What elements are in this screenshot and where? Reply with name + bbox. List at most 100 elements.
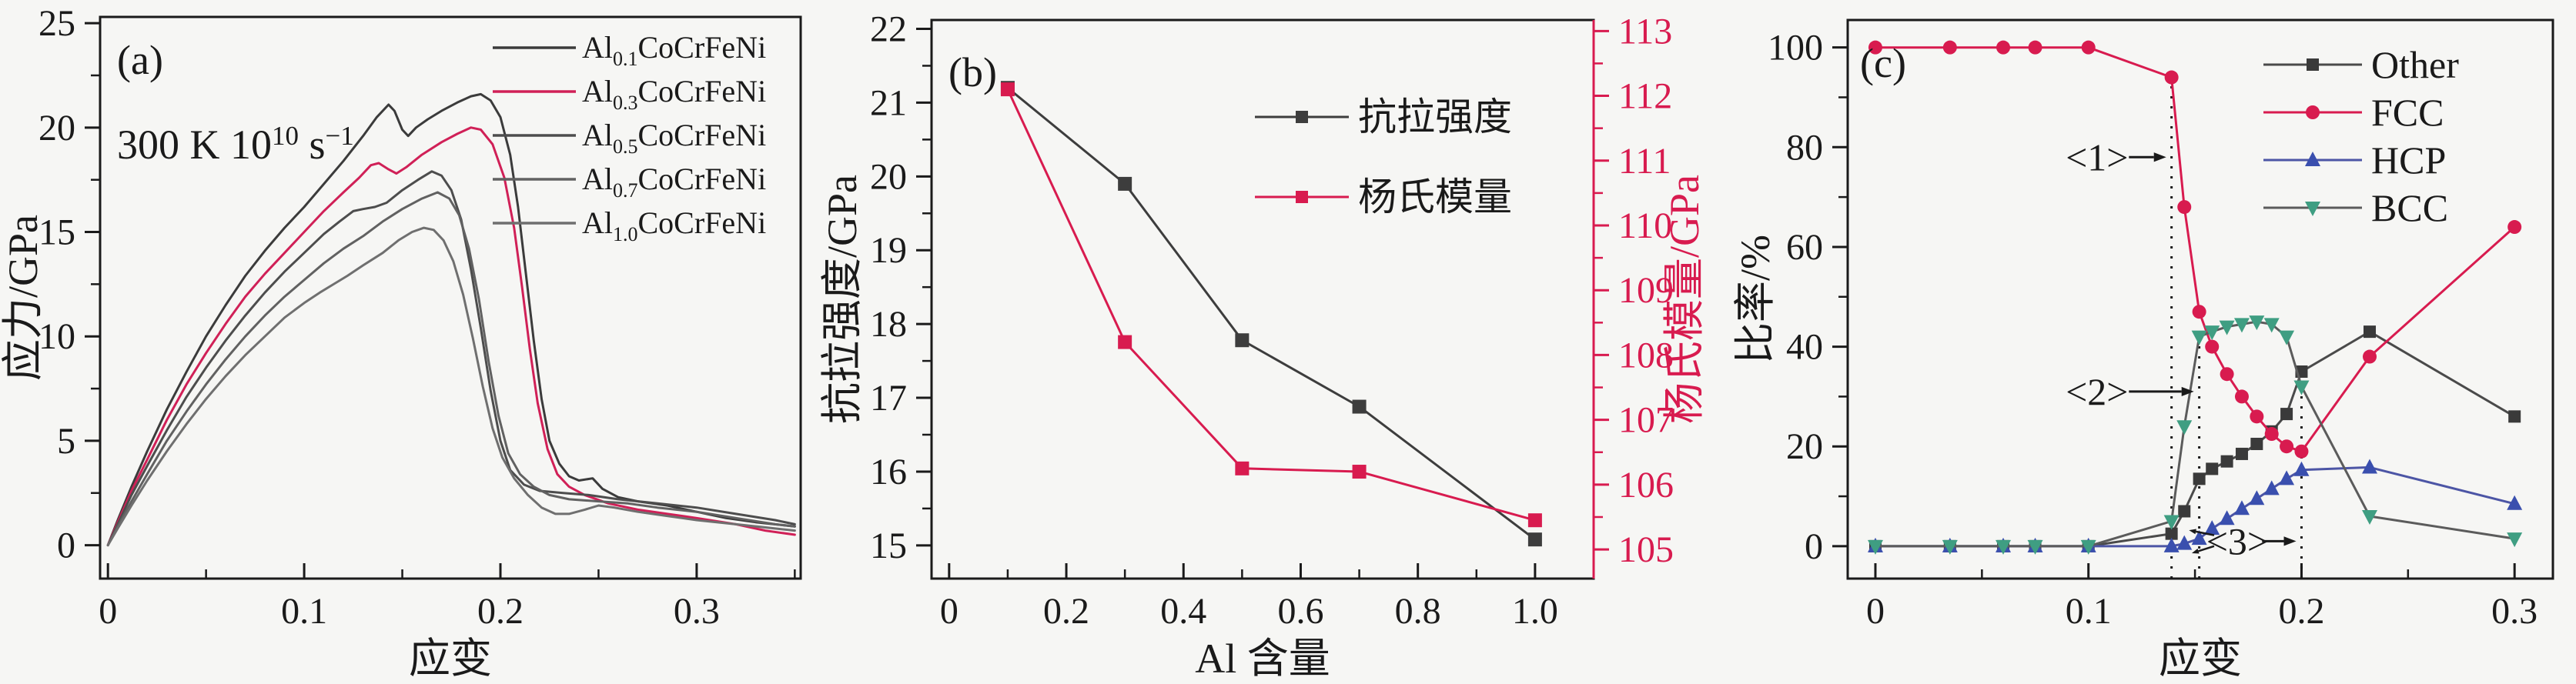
marker-circle bbox=[2028, 40, 2042, 55]
y-axis-left: 0 5 10 15 20 25 bbox=[38, 3, 100, 566]
y-tick-label: 110 bbox=[1618, 205, 1672, 246]
marker-square bbox=[1235, 461, 1250, 475]
chart-b-strength-modulus: 0 0.2 0.4 0.6 0.8 1.0151617181920212210510610… bbox=[819, 9, 1708, 682]
marker-triangle-down bbox=[1942, 539, 1958, 555]
y-axis-title: 比率/% bbox=[1732, 235, 1778, 364]
x-axis: 0 0.1 0.2 0.3 bbox=[1866, 563, 2538, 632]
x-axis-title: 应变 bbox=[2159, 636, 2242, 682]
y-tick-label: 17 bbox=[870, 378, 907, 419]
marker-triangle-up bbox=[2233, 500, 2250, 516]
y-tick-label: 0 bbox=[1805, 526, 1823, 567]
marker-triangle-down bbox=[2279, 330, 2295, 345]
legend-label: Other bbox=[2371, 43, 2459, 86]
marker-circle bbox=[1942, 40, 1957, 55]
marker-triangle-down bbox=[2305, 202, 2320, 216]
y-tick-label: 16 bbox=[870, 452, 907, 492]
marker-triangle-up bbox=[2204, 520, 2220, 536]
marker-square bbox=[1296, 191, 1308, 203]
marker-triangle-down bbox=[2027, 539, 2043, 555]
marker-triangle-down bbox=[1996, 539, 2012, 555]
y-tick-label: 19 bbox=[870, 230, 907, 271]
marker-circle bbox=[2164, 70, 2179, 85]
marker-square bbox=[2250, 437, 2263, 450]
y-tick-label: 40 bbox=[1786, 327, 1823, 368]
legend-label: 抗拉强度 bbox=[1358, 95, 1512, 138]
marker-circle bbox=[1996, 40, 2011, 55]
x-tick-label: 0.6 bbox=[1277, 591, 1323, 632]
legend-label: HCP bbox=[2371, 138, 2446, 182]
y-axis-title-left: 抗拉强度/GPa bbox=[819, 175, 865, 424]
marker-triangle-down bbox=[2204, 325, 2220, 341]
marker-square bbox=[2508, 410, 2521, 423]
marker-triangle-down bbox=[2507, 532, 2523, 548]
x-tick-label: 0.3 bbox=[2491, 591, 2538, 632]
x-tick-label: 0 bbox=[940, 591, 958, 632]
marker-circle bbox=[2177, 200, 2192, 215]
x-axis-title: Al 含量 bbox=[1195, 636, 1330, 682]
arrow-head bbox=[2153, 152, 2166, 162]
series-line bbox=[1874, 320, 2516, 548]
series-group bbox=[106, 92, 796, 547]
annotation-label: <1> bbox=[2066, 135, 2128, 179]
y-tick-label: 20 bbox=[38, 108, 75, 148]
y-tick-label: 106 bbox=[1618, 465, 1674, 505]
y-tick-label: 20 bbox=[870, 156, 907, 197]
marker-square bbox=[2206, 462, 2219, 475]
marker-triangle-down bbox=[2219, 320, 2235, 335]
y-tick-label: 109 bbox=[1618, 270, 1674, 311]
x-tick-label: 0.2 bbox=[1043, 591, 1089, 632]
marker-square bbox=[2220, 455, 2233, 468]
marker-triangle-up bbox=[2279, 470, 2295, 485]
y-tick-label: 5 bbox=[57, 421, 75, 462]
marker-circle bbox=[2507, 220, 2522, 235]
legend-label: Al0.7CoCrFeNi bbox=[582, 162, 766, 202]
arrow-line bbox=[2198, 545, 2215, 552]
marker-triangle-up bbox=[2191, 530, 2207, 546]
series-line bbox=[106, 226, 796, 547]
marker-triangle-down bbox=[2249, 315, 2265, 331]
marker-circle bbox=[2220, 367, 2234, 382]
plot-frame bbox=[99, 15, 802, 580]
y-tick-label: 25 bbox=[38, 3, 75, 44]
marker-triangle-down bbox=[2176, 420, 2193, 435]
x-tick-label: 0.4 bbox=[1160, 591, 1206, 632]
marker-circle bbox=[2264, 427, 2279, 442]
x-tick-label: 0.1 bbox=[2066, 591, 2112, 632]
marker-circle bbox=[2363, 349, 2377, 364]
series-group bbox=[1867, 40, 2523, 555]
x-tick-label: 0 bbox=[1866, 591, 1885, 632]
y-axis-title-right: 杨氏模量/GPa bbox=[1661, 175, 1708, 424]
y-tick-label: 100 bbox=[1768, 28, 1823, 68]
marker-triangle-up bbox=[2305, 152, 2320, 166]
chart-c-phase-fraction: <1> <2> <3> 0 0.1 0.2 0.3 0 20 40 60 80 100 应变 比率/% (c)… bbox=[1732, 18, 2554, 682]
arrow-head bbox=[2181, 386, 2194, 396]
marker-triangle-down bbox=[2191, 330, 2207, 345]
x-tick-label: 0.1 bbox=[281, 591, 327, 632]
series-line bbox=[106, 191, 796, 547]
marker-triangle-up bbox=[2163, 537, 2180, 552]
marker-circle bbox=[2280, 439, 2294, 454]
y-axis-right: 105 106 107 108 109 110 111 112 113 bbox=[1594, 11, 1674, 570]
y-axis-title: 应力/GPa bbox=[0, 215, 46, 381]
marker-circle bbox=[2294, 444, 2309, 459]
marker-square bbox=[1352, 465, 1367, 479]
marker-square bbox=[1296, 111, 1308, 123]
marker-triangle-up bbox=[2263, 480, 2280, 495]
y-axis-left: 0 20 40 60 80 100 bbox=[1768, 28, 1848, 567]
marker-triangle-down bbox=[2163, 515, 2180, 530]
marker-triangle-up bbox=[2176, 535, 2193, 550]
marker-circle bbox=[2306, 105, 2320, 119]
dotted-guides bbox=[2170, 75, 2303, 579]
series-line bbox=[106, 92, 796, 547]
y-tick-label: 20 bbox=[1786, 426, 1823, 467]
marker-square bbox=[2178, 505, 2191, 518]
x-tick-label: 0 bbox=[99, 591, 117, 632]
marker-square bbox=[2235, 447, 2248, 460]
x-axis: 0 0.2 0.4 0.6 0.8 1.0 bbox=[940, 563, 1558, 632]
marker-triangle-up bbox=[2219, 510, 2235, 526]
y-tick-label: 15 bbox=[870, 526, 907, 566]
marker-square bbox=[1118, 335, 1132, 349]
chart-a-stress-strain: 0 0.1 0.2 0.3 0 5 10 15 20 25 应变 应力/GPa (a) 300 K 101… bbox=[0, 3, 802, 682]
